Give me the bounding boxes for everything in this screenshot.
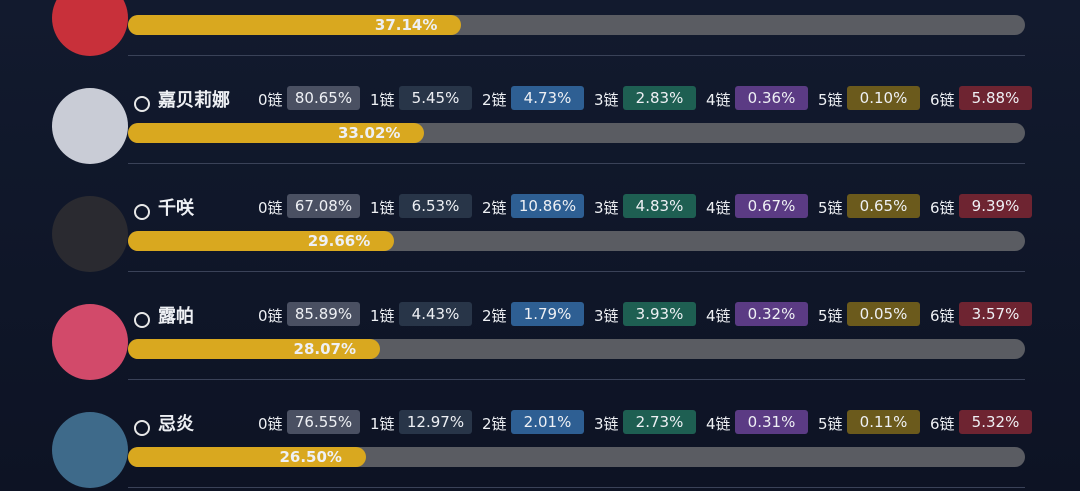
chain-rate: 1.79% <box>511 302 584 326</box>
element-icon <box>134 96 150 112</box>
character-name: 露帕 <box>158 306 194 327</box>
usage-label: 33.02% <box>337 124 401 142</box>
chain-label: 4链 <box>706 199 731 217</box>
chain-rate: 5.45% <box>399 86 472 110</box>
chain-rate: 3.57% <box>959 302 1032 326</box>
chain-label: 4链 <box>706 91 731 109</box>
avatar <box>52 88 128 164</box>
avatar <box>52 412 128 488</box>
separator <box>128 55 1025 56</box>
chain-label: 0链 <box>258 199 283 217</box>
chain-label: 6链 <box>930 199 955 217</box>
usage-label: 29.66% <box>307 232 371 250</box>
chain-rate: 10.86% <box>511 194 584 218</box>
character-name: 千咲 <box>158 198 194 219</box>
chain-rate: 80.65% <box>287 86 360 110</box>
chain-rate: 4.83% <box>623 194 696 218</box>
chain-rate: 5.88% <box>959 86 1032 110</box>
chain-label: 4链 <box>706 307 731 325</box>
chain-rate: 0.31% <box>735 410 808 434</box>
chain-label: 1链 <box>370 199 395 217</box>
chain-label: 2链 <box>482 307 507 325</box>
chain-label: 5链 <box>818 307 843 325</box>
chain-label: 2链 <box>482 199 507 217</box>
chain-label: 3链 <box>594 199 619 217</box>
chain-label: 0链 <box>258 307 283 325</box>
chain-label: 1链 <box>370 415 395 433</box>
chain-label: 4链 <box>706 415 731 433</box>
avatar <box>52 0 128 56</box>
separator <box>128 271 1025 272</box>
chain-label: 5链 <box>818 199 843 217</box>
chain-rate: 0.10% <box>847 86 920 110</box>
chain-rate: 2.83% <box>623 86 696 110</box>
chain-rate: 2.01% <box>511 410 584 434</box>
chain-rate: 85.89% <box>287 302 360 326</box>
usage-label: 26.50% <box>279 448 342 466</box>
chain-rate: 0.67% <box>735 194 808 218</box>
usage-bar <box>128 123 425 143</box>
chain-label: 1链 <box>370 91 395 109</box>
character-name: 嘉贝莉娜 <box>158 90 230 111</box>
chain-rate: 67.08% <box>287 194 360 218</box>
chain-rate: 0.05% <box>847 302 920 326</box>
chain-rate: 6.53% <box>399 194 472 218</box>
avatar <box>52 304 128 380</box>
chain-rate: 0.65% <box>847 194 920 218</box>
chain-rate: 4.43% <box>399 302 472 326</box>
chain-rate: 9.39% <box>959 194 1032 218</box>
usage-label: 37.14% <box>374 16 438 34</box>
element-icon <box>134 312 150 328</box>
chain-label: 5链 <box>818 91 843 109</box>
usage-bar <box>128 231 395 251</box>
separator <box>128 487 1025 488</box>
chain-rate: 3.93% <box>623 302 696 326</box>
chain-rate: 0.32% <box>735 302 808 326</box>
chain-rate: 5.32% <box>959 410 1032 434</box>
separator <box>128 379 1025 380</box>
chain-label: 2链 <box>482 91 507 109</box>
chain-label: 0链 <box>258 91 283 109</box>
chain-label: 5链 <box>818 415 843 433</box>
chain-label: 2链 <box>482 415 507 433</box>
chain-rate: 0.36% <box>735 86 808 110</box>
avatar <box>52 196 128 272</box>
chain-label: 6链 <box>930 415 955 433</box>
chain-label: 1链 <box>370 307 395 325</box>
usage-bar <box>128 447 366 467</box>
chain-label: 3链 <box>594 91 619 109</box>
chain-label: 6链 <box>930 307 955 325</box>
usage-label: 28.07% <box>293 340 357 358</box>
character-name: 忌炎 <box>158 414 194 435</box>
usage-bar <box>128 339 380 359</box>
chain-rate: 2.73% <box>623 410 696 434</box>
chain-label: 0链 <box>258 415 283 433</box>
chain-rate: 4.73% <box>511 86 584 110</box>
chain-label: 3链 <box>594 415 619 433</box>
element-icon <box>134 420 150 436</box>
element-icon <box>134 204 150 220</box>
chain-rate: 76.55% <box>287 410 360 434</box>
chain-label: 6链 <box>930 91 955 109</box>
chain-label: 3链 <box>594 307 619 325</box>
chain-rate: 12.97% <box>399 410 472 434</box>
usage-bar <box>128 15 462 35</box>
chain-rate: 0.11% <box>847 410 920 434</box>
separator <box>128 163 1025 164</box>
